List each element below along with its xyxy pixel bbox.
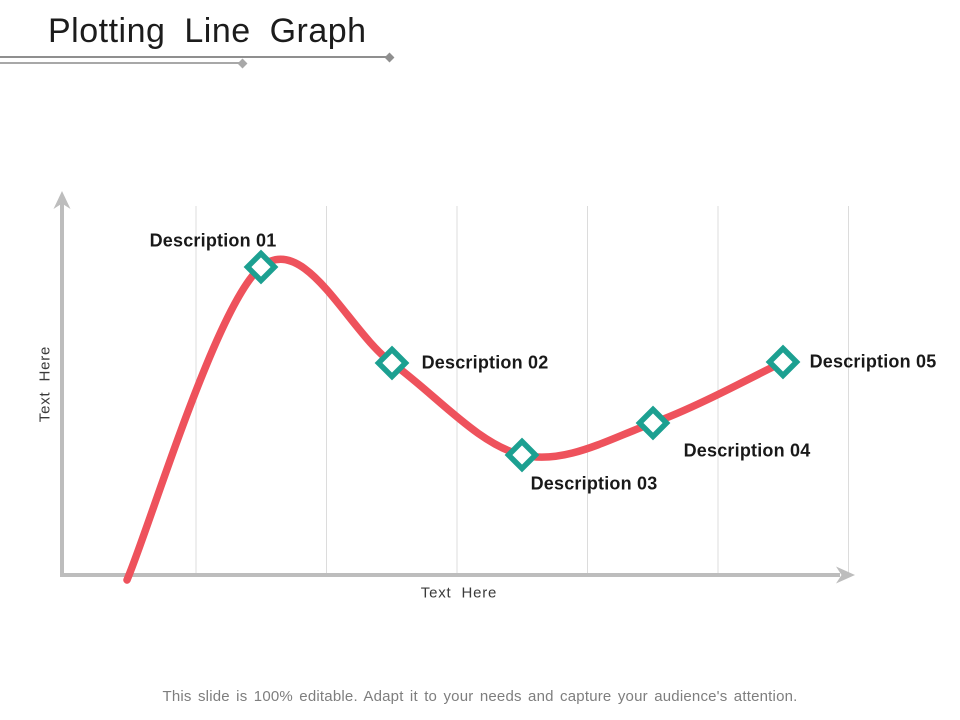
y-axis-label: Text Here [36,345,54,423]
slide-title: Plotting Line Graph [48,12,367,50]
title-underline-primary [0,52,395,62]
x-axis [60,566,855,584]
data-point-markers [243,249,801,473]
title-underline-secondary [0,58,248,68]
x-axis-arrow-icon [836,566,855,584]
data-point-diamond-marker [243,249,279,285]
x-axis-label: Text Here [420,584,498,602]
y-axis [53,191,71,577]
data-point-diamond-marker [635,405,671,441]
data-point-diamond-marker [765,344,801,380]
slide-footer-note: This slide is 100% editable. Adapt it to… [162,688,798,705]
line-series-path [123,255,787,584]
y-axis-arrow-icon [53,191,71,209]
data-point-diamond-marker [374,345,410,381]
data-point-diamond-marker [504,437,540,473]
